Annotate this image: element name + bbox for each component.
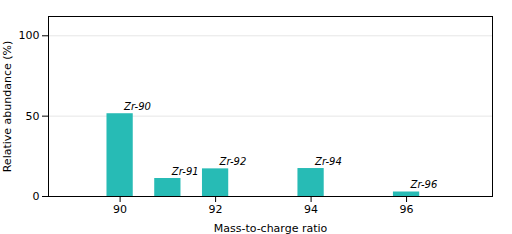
svg-text:90: 90 [113,203,127,216]
svg-text:Zr-92: Zr-92 [219,156,247,167]
svg-text:Mass-to-charge ratio: Mass-to-charge ratio [214,222,328,234]
svg-text:Zr-91: Zr-91 [171,166,199,177]
svg-text:50: 50 [26,110,40,123]
svg-text:Relative abundance (%): Relative abundance (%) [1,41,14,173]
svg-text:92: 92 [209,203,223,216]
svg-text:Zr-94: Zr-94 [314,156,342,167]
svg-text:100: 100 [19,29,40,42]
svg-text:Zr-96: Zr-96 [410,179,438,190]
svg-text:0: 0 [33,190,40,203]
svg-text:94: 94 [304,203,318,216]
svg-text:Zr-90: Zr-90 [123,101,151,112]
svg-text:96: 96 [400,203,414,216]
